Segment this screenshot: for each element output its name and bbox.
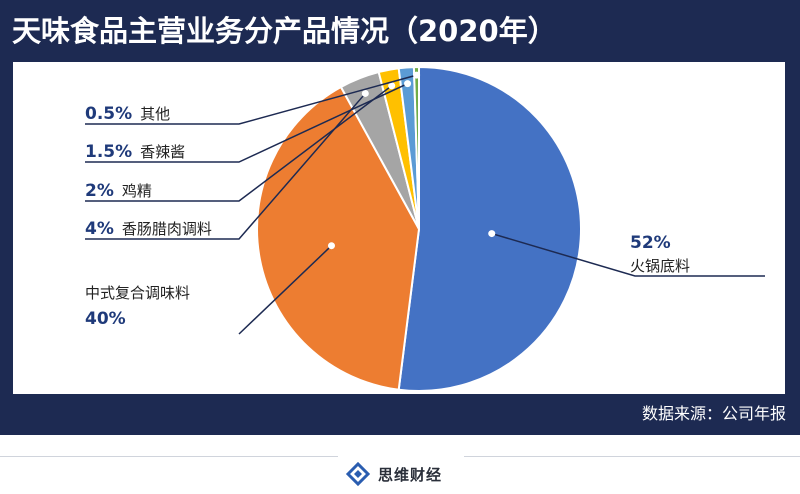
data-source-note: 数据来源：公司年报 xyxy=(641,404,786,423)
slice-label: 2% 鸡精 xyxy=(85,181,152,201)
leader-line xyxy=(491,232,765,277)
slice-percent-label: 52% xyxy=(630,233,671,253)
pie-slice xyxy=(412,65,420,230)
pie-slice xyxy=(256,85,421,391)
pointer-dot xyxy=(404,80,412,88)
leader-line xyxy=(85,74,417,125)
brand-logo: 思维财经 xyxy=(338,456,464,492)
chart-frame: 天味食品主营业务分产品情况（2020年） 52% 火锅底料 40% 中式复合调味料 4%… xyxy=(0,0,800,435)
pointer-dot xyxy=(388,82,396,90)
leader-line xyxy=(85,92,366,240)
pointer-dot xyxy=(361,89,369,97)
pointer-dot xyxy=(413,71,421,79)
chart-panel: 52% 火锅底料 40% 中式复合调味料 4% 香肠腊肉调料 2% 鸡精 1.5% 香辣酱 0.5%… xyxy=(13,62,785,394)
leader-line xyxy=(85,85,393,202)
brand-logo-icon xyxy=(345,461,371,487)
brand-name: 思维财经 xyxy=(378,465,443,484)
leader-line xyxy=(238,245,332,335)
slice-name-label: 中式复合调味料 xyxy=(85,284,190,302)
pointer-dot xyxy=(327,242,335,250)
slice-label: 0.5% 其他 xyxy=(85,104,170,124)
chart-title: 天味食品主营业务分产品情况（2020年） xyxy=(12,14,557,48)
slice-percent-label: 40% xyxy=(85,309,126,329)
pie-chart: 52% 火锅底料 40% 中式复合调味料 4% 香肠腊肉调料 2% 鸡精 1.5% 香辣酱 0.5%… xyxy=(85,65,765,392)
slice-label: 1.5% 香辣酱 xyxy=(85,142,185,162)
slice-name-label: 火锅底料 xyxy=(630,257,690,275)
slice-label: 4% 香肠腊肉调料 xyxy=(85,219,212,239)
pie-slice xyxy=(397,65,582,392)
pointer-dot xyxy=(488,230,496,238)
leader-line xyxy=(85,82,408,163)
